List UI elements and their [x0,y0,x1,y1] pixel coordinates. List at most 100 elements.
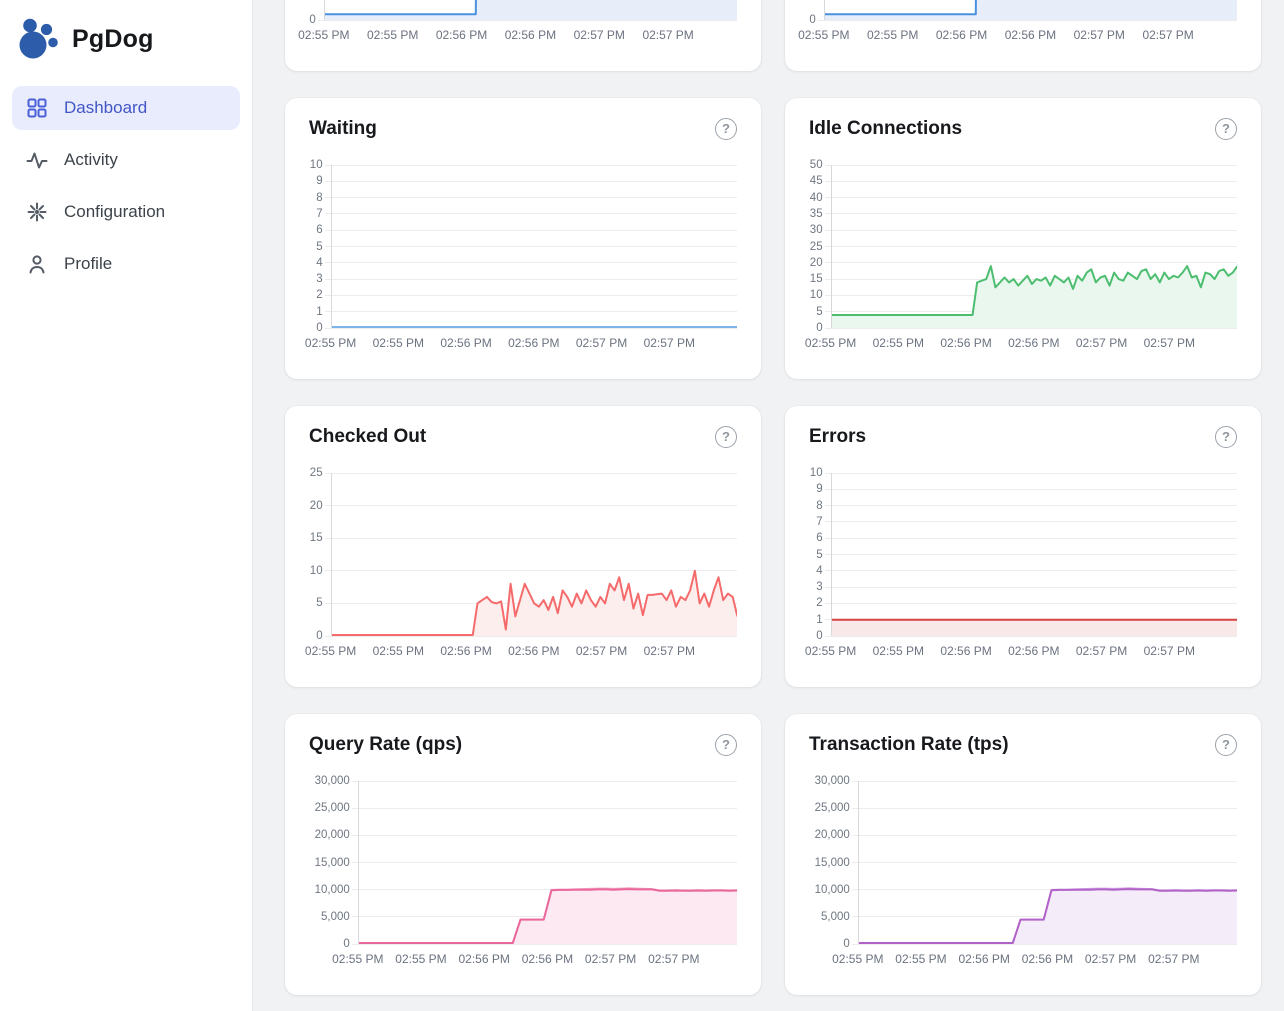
chart-series-svg [357,781,737,944]
chart-card-errors: Errors ? 10 9 8 7 6 5 4 3 2 1 0 02:55 PM 02:55 PM 02… [785,406,1261,687]
help-icon[interactable]: ? [1215,118,1237,140]
y-axis: 50 45 40 35 30 25 20 15 10 5 0 [801,159,831,334]
x-axis-tick-label: 02:55 PM [832,952,884,966]
series-area-fill [830,266,1237,328]
y-axis-tick-label: 15 [809,273,823,286]
x-axis-tick-label: 02:55 PM [866,28,919,42]
y-axis-tick-label: 20,000 [314,829,350,842]
chart-series-svg [323,0,737,20]
y-axis-tick-label: 1 [316,305,323,318]
chart-series-svg [330,165,737,328]
gridline [824,488,1237,490]
x-axis-tick-label: 02:55 PM [366,28,419,42]
x-axis-tick-label: 02:56 PM [958,952,1010,966]
y-axis: 0 [801,0,824,26]
gridline [324,229,737,231]
gridline [324,164,737,166]
x-axis-tick-label: 02:56 PM [435,28,488,42]
gridline [824,472,1237,474]
x-axis-tick-label: 02:56 PM [1021,952,1074,966]
help-icon[interactable]: ? [715,426,737,448]
chart-title: Query Rate (qps) [309,734,463,755]
gridline [351,889,737,891]
y-axis-tick-label: 0 [309,14,316,26]
x-axis-tick-label: 02:56 PM [440,644,492,658]
y-axis-tick-label: 5 [816,305,823,318]
y-axis-tick-label: 30 [809,224,823,237]
x-axis-tick-label: 02:56 PM [508,644,560,658]
gridline [824,278,1237,280]
series-area-fill [823,0,1237,20]
gridline [851,943,1237,945]
x-axis-tick-label: 02:57 PM [643,644,695,658]
x-axis-tick-label: 02:56 PM [521,952,574,966]
x-axis: 02:55 PM 02:55 PM 02:56 PM 02:56 PM 02:57 PM… [798,28,1237,44]
x-axis: 02:55 PM 02:55 PM 02:56 PM 02:56 PM 02:57 PM… [298,28,737,44]
spark-icon [25,200,49,224]
grid-icon [25,96,49,120]
y-axis-tick-label: 4 [816,564,823,577]
y-axis-tick-label: 8 [316,191,323,204]
y-axis-tick-label: 0 [316,322,323,334]
y-axis-tick-label: 6 [316,224,323,237]
chart-title: Transaction Rate (tps) [809,734,1009,755]
sidebar-item-label: Profile [64,254,113,273]
chart-title: Waiting [309,118,377,139]
y-axis-tick-label: 5 [316,240,323,253]
sidebar-item-dashboard[interactable]: Dashboard [12,86,240,130]
chart-series-svg [823,0,1237,20]
x-axis-tick-label: 02:57 PM [573,28,625,42]
chart-card-checked-out: Checked Out ? 25 20 15 10 5 0 02:55 PM 02:55 P… [285,406,761,687]
gridline [824,554,1237,555]
chart-series-svg [857,781,1237,944]
series-line [831,266,1237,315]
x-axis-tick-label: 02:55 PM [804,336,857,350]
x-axis-tick-label: 02:56 PM [1008,644,1060,658]
gridline [324,311,737,313]
x-axis: 02:55 PM 02:55 PM 02:56 PM 02:56 PM 02:57 PM… [805,336,1237,352]
y-axis: 0 [301,0,324,26]
y-axis-tick-label: 30,000 [314,775,350,787]
y-axis-tick-label: 7 [316,207,323,220]
chart-canvas: 25 20 15 10 5 0 02:55 PM 02:55 PM 02:56 PM 02:56… [285,452,761,660]
y-axis-tick-label: 0 [343,938,350,950]
activity-icon [25,148,49,172]
x-axis-tick-label: 02:57 PM [1073,28,1125,42]
help-icon[interactable]: ? [715,118,737,140]
y-axis-tick-label: 10 [809,467,823,479]
sidebar-item-label: Dashboard [64,98,148,117]
gridline [824,229,1237,231]
x-axis-tick-label: 02:57 PM [1148,952,1200,966]
help-icon[interactable]: ? [715,734,737,756]
gridline [824,246,1237,247]
x-axis-tick-label: 02:56 PM [1004,28,1057,42]
gridline [824,262,1237,264]
sidebar-item-activity[interactable]: Activity [12,138,240,182]
gridline [824,327,1237,329]
gridline [824,164,1237,166]
y-axis-tick-label: 1 [816,613,823,626]
series-line [858,889,1237,943]
series-area-fill [830,619,1237,636]
y-axis-tick-label: 4 [316,256,323,269]
series-line [324,0,737,14]
help-icon[interactable]: ? [1215,426,1237,448]
x-axis-tick-label: 02:57 PM [1143,644,1195,658]
chart-card-idle-connections: Idle Connections ? 50 45 40 35 30 25 20 15 10 5 0 … [785,98,1261,379]
series-line [358,889,737,943]
plot-area [824,164,1237,329]
help-icon[interactable]: ? [1215,734,1237,756]
y-axis-tick-label: 3 [316,273,323,286]
sidebar-item-configuration[interactable]: Configuration [12,190,240,234]
y-axis-tick-label: 35 [809,207,823,220]
x-axis-tick-label: 02:56 PM [504,28,557,42]
y-axis-tick-label: 25 [309,467,323,479]
y-axis-tick-label: 10 [809,289,823,302]
gridline [351,862,737,863]
sidebar-item-profile[interactable]: Profile [12,242,240,286]
x-axis-tick-label: 02:56 PM [940,336,992,350]
gridline [824,586,1237,588]
y-axis-tick-label: 10 [309,564,323,577]
y-axis-tick-label: 20 [809,256,823,269]
